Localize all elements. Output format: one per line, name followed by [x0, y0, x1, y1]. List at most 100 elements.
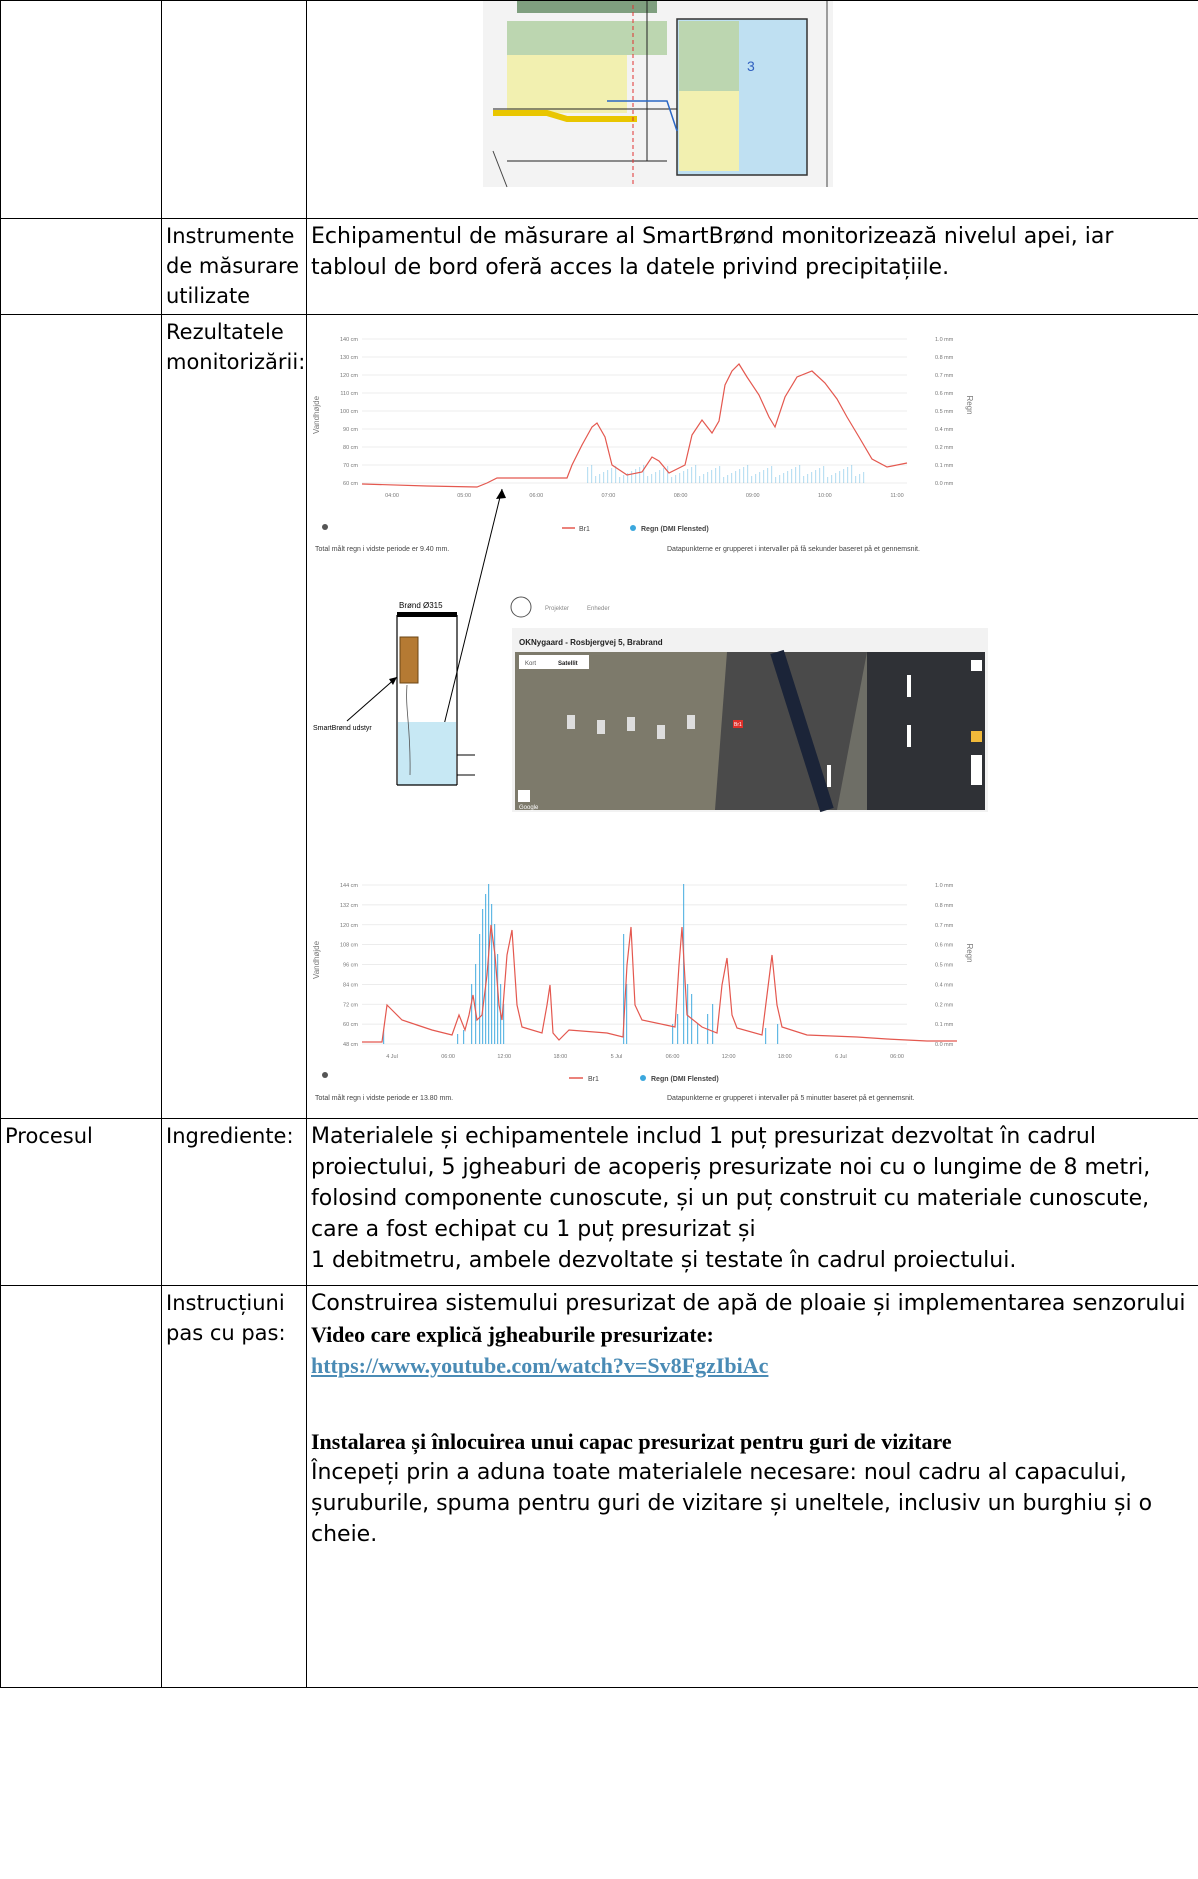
rain-bar — [755, 474, 757, 483]
rain-bar — [639, 467, 641, 483]
rain-bar — [599, 474, 601, 483]
rain-bar — [787, 471, 789, 483]
y-tick-label: 132 cm — [340, 903, 358, 909]
rain-bar — [687, 469, 689, 483]
rain-bar — [479, 934, 481, 1044]
x-tick-label: 06:00 — [890, 1054, 904, 1060]
y2-tick-label: 0.4 mm — [935, 427, 954, 433]
rain-bar — [712, 1004, 714, 1044]
rain-bar — [627, 473, 629, 483]
instruments-label-cell: Instrumente de măsurare utilizate — [161, 218, 307, 315]
y-tick-label: 108 cm — [340, 943, 358, 949]
ingredients-label: Ingrediente: — [166, 1124, 294, 1148]
y-tick-label: 48 cm — [343, 1042, 358, 1048]
map-title: OKNygaard - Rosbjergvej 5, Brabrand — [519, 638, 663, 647]
rain-bar — [607, 470, 609, 483]
rain-bar — [863, 472, 865, 483]
rain-bar — [659, 470, 661, 483]
top-note: Datapunkterne er grupperet i intervaller… — [667, 545, 920, 553]
x-tick-label: 04:00 — [385, 493, 399, 499]
bottom-chart-line — [362, 924, 957, 1043]
plan-cell: 3 — [306, 0, 1198, 219]
bottom-note: Datapunkterne er grupperet i intervaller… — [667, 1094, 915, 1102]
instruments-label: Instrumente de măsurare utilizate — [166, 224, 300, 308]
y-tick-label: 84 cm — [343, 982, 358, 988]
rain-bar — [767, 468, 769, 483]
rain-bar — [763, 470, 765, 483]
rain-bar — [683, 471, 685, 483]
y2-tick-label: 0.2 mm — [935, 1002, 954, 1008]
y-tick-label: 60 cm — [343, 481, 358, 487]
steps-label: Instrucțiuni pas cu pas: — [166, 1291, 286, 1345]
rain-bar — [687, 984, 689, 1044]
x-tick-label: 08:00 — [674, 493, 688, 499]
y-tick-label: 130 cm — [340, 355, 358, 361]
y2-tick-label: 0.4 mm — [935, 982, 954, 988]
empty-cell — [161, 0, 307, 219]
x-tick-label: 4 Jul — [386, 1054, 398, 1060]
map-tab-satellite[interactable]: Satellit — [558, 661, 578, 667]
rain-bar — [697, 1024, 699, 1044]
map-marker[interactable]: Br1 — [734, 722, 742, 728]
rain-bar — [647, 476, 649, 483]
rain-bar — [839, 471, 841, 483]
steps-row: Instrucțiuni pas cu pas: Construirea sis… — [0, 1285, 1198, 1688]
rain-bar — [651, 474, 653, 483]
y2-tick-label: 0.0 mm — [935, 481, 954, 487]
rain-bar — [855, 476, 857, 483]
rain-bar — [791, 469, 793, 483]
empty-cell — [0, 1285, 162, 1688]
y-tick-label: 110 cm — [340, 391, 358, 397]
rain-bar — [667, 466, 669, 483]
y2-tick-label: 0.6 mm — [935, 391, 954, 397]
rain-bar — [488, 884, 490, 1044]
y-tick-label: 90 cm — [343, 427, 358, 433]
bottom-chart: 144 cm 132 cm 120 cm 108 cm 96 cm 84 cm 72 cm 6… — [312, 883, 974, 1102]
top-legend-line: Br1 — [579, 526, 590, 533]
y-tick-label: 120 cm — [340, 923, 358, 929]
rain-bar — [695, 465, 697, 483]
instruments-row: Instrumente de măsurare utilizate Echipa… — [0, 218, 1198, 315]
rain-bar — [623, 475, 625, 483]
rain-bar — [751, 476, 753, 483]
x-tick-label: 06:00 — [441, 1054, 455, 1060]
x-tick-label: 5 Jul — [611, 1054, 623, 1060]
rain-bar — [727, 475, 729, 483]
y-tick-label: 70 cm — [343, 463, 358, 469]
rain-bar — [823, 466, 825, 483]
rain-bar — [503, 1004, 505, 1044]
map-tab-map[interactable]: Kort — [525, 661, 536, 667]
y-tick-label: 144 cm — [340, 883, 358, 889]
rain-bar — [463, 1030, 465, 1044]
rain-bar — [759, 472, 761, 483]
rain-bar — [497, 954, 499, 1044]
bottom-legend-bar: Regn (DMI Flensted) — [651, 1076, 719, 1083]
rain-bar — [655, 472, 657, 483]
rain-bar — [815, 470, 817, 483]
process-label: Procesul — [5, 1124, 93, 1148]
steps-text-cell: Construirea sistemului presurizat de apă… — [306, 1285, 1198, 1688]
x-tick-label: 18:00 — [553, 1054, 567, 1060]
y2-tick-label: 0.5 mm — [935, 963, 954, 969]
results-row: Rezultatele monitorizării: 140 cm 130 cm 1… — [0, 314, 1198, 1119]
rain-bar — [635, 469, 637, 483]
top-y2label: Regn — [965, 395, 974, 414]
ingredients-text-cell: Materialele și echipamentele includ 1 pu… — [306, 1118, 1198, 1286]
y2-tick-label: 0.5 mm — [935, 409, 954, 415]
y2-tick-label: 1.0 mm — [935, 337, 954, 343]
rain-bar — [819, 468, 821, 483]
empty-cell — [0, 218, 162, 315]
y2-tick-label: 0.1 mm — [935, 463, 954, 469]
rain-bar — [739, 469, 741, 483]
x-tick-label: 06:00 — [529, 493, 543, 499]
rain-bar — [595, 476, 597, 483]
rain-bar — [779, 475, 781, 483]
ingredients-text-1: Materialele și echipamentele includ 1 pu… — [311, 1124, 1151, 1242]
install-text: Începeți prin a aduna toate materialele … — [311, 1460, 1153, 1547]
rain-bar — [475, 964, 477, 1044]
install-heading: Instalarea și înlocuirea unui capac pres… — [311, 1429, 952, 1454]
rain-bar — [494, 924, 496, 1044]
map-panel: Projekter Enheder OKNygaard - Rosbjergve… — [510, 596, 988, 813]
video-link[interactable]: https://www.youtube.com/watch?v=Sv8FgzIb… — [311, 1353, 769, 1378]
plan-row: 3 — [0, 0, 1198, 219]
